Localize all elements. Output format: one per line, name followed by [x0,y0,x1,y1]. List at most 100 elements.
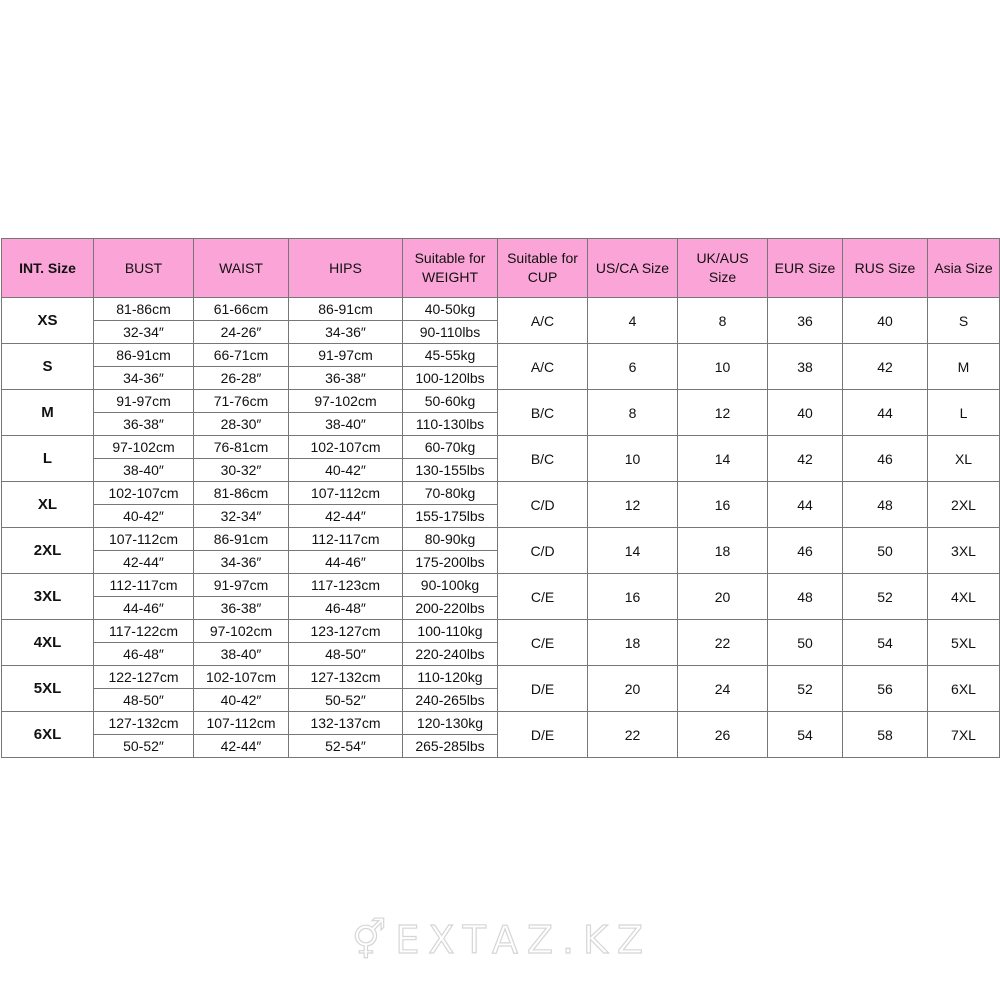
bust-imperial-cell: 32-34″ [93,320,194,344]
table-row: 2XL 107-112cm 86-91cm 112-117cm 80-90kg C/D 14… [1,527,1000,574]
uk-cell: 12 [677,389,768,436]
header-weight: Suitable for WEIGHT [402,238,498,298]
weight-metric-cell: 40-50kg [402,297,498,321]
rus-cell: 40 [842,297,928,344]
weight-metric-cell: 45-55kg [402,343,498,367]
eur-cell: 52 [767,665,843,712]
waist-imperial-cell: 32-34″ [193,504,289,528]
asia-cell: 6XL [927,665,1000,712]
hips-metric-cell: 97-102cm [288,389,403,413]
header-us-ca: US/CA Size [587,238,678,298]
bust-imperial-cell: 50-52″ [93,734,194,758]
header-asia: Asia Size [927,238,1000,298]
table-row: L 97-102cm 76-81cm 102-107cm 60-70kg B/C 10 14 4… [1,435,1000,482]
hips-metric-cell: 102-107cm [288,435,403,459]
watermark-logo: ⚥EXTAZ.KZ [351,917,653,962]
cup-cell: C/E [497,573,588,620]
header-row: INT. Size BUST WAIST HIPS Suitable for WEIGHT… [1,238,1000,298]
us-cell: 20 [587,665,678,712]
bust-imperial-cell: 40-42″ [93,504,194,528]
waist-imperial-cell: 38-40″ [193,642,289,666]
waist-metric-cell: 97-102cm [193,619,289,643]
bust-imperial-cell: 48-50″ [93,688,194,712]
table-row: S 86-91cm 66-71cm 91-97cm 45-55kg A/C 6 10 38 42 M [1,343,1000,390]
eur-cell: 36 [767,297,843,344]
eur-cell: 40 [767,389,843,436]
hips-imperial-cell: 42-44″ [288,504,403,528]
bust-imperial-cell: 36-38″ [93,412,194,436]
cup-cell: C/D [497,527,588,574]
table-row: 4XL 117-122cm 97-102cm 123-127cm 100-110kg C/… [1,619,1000,666]
eur-cell: 46 [767,527,843,574]
table-row-imperial: 34-36″ 26-28″ 36-38″ 100-120lbs [2,366,1000,390]
hips-imperial-cell: 38-40″ [288,412,403,436]
cup-cell: B/C [497,389,588,436]
uk-cell: 26 [677,711,768,758]
us-cell: 14 [587,527,678,574]
hips-metric-cell: 123-127cm [288,619,403,643]
header-cup: Suitable for CUP [497,238,588,298]
int-size-cell: XL [1,481,94,528]
cup-cell: D/E [497,711,588,758]
weight-metric-cell: 70-80kg [402,481,498,505]
rus-cell: 52 [842,573,928,620]
weight-imperial-cell: 110-130lbs [402,412,498,436]
bust-imperial-cell: 38-40″ [93,458,194,482]
waist-metric-cell: 91-97cm [193,573,289,597]
bust-metric-cell: 112-117cm [93,573,194,597]
hips-metric-cell: 112-117cm [288,527,403,551]
rus-cell: 58 [842,711,928,758]
uk-cell: 20 [677,573,768,620]
cup-cell: D/E [497,665,588,712]
hips-metric-cell: 86-91cm [288,297,403,321]
waist-metric-cell: 61-66cm [193,297,289,321]
watermark-text: EXTAZ.KZ [395,917,653,962]
bust-imperial-cell: 46-48″ [93,642,194,666]
header-waist: WAIST [193,238,289,298]
bust-metric-cell: 81-86cm [93,297,194,321]
size-chart-table: INT. Size BUST WAIST HIPS Suitable for WEIGHT… [1,238,1000,758]
weight-imperial-cell: 200-220lbs [402,596,498,620]
waist-imperial-cell: 36-38″ [193,596,289,620]
hips-metric-cell: 117-123cm [288,573,403,597]
weight-imperial-cell: 100-120lbs [402,366,498,390]
eur-cell: 42 [767,435,843,482]
table-row: 3XL 112-117cm 91-97cm 117-123cm 90-100kg C/E 1… [1,573,1000,620]
int-size-cell: XS [1,297,94,344]
hips-metric-cell: 107-112cm [288,481,403,505]
us-cell: 8 [587,389,678,436]
header-hips: HIPS [288,238,403,298]
rus-cell: 48 [842,481,928,528]
us-cell: 18 [587,619,678,666]
uk-cell: 24 [677,665,768,712]
hips-metric-cell: 127-132cm [288,665,403,689]
waist-imperial-cell: 28-30″ [193,412,289,436]
table-row: XS 81-86cm 61-66cm 86-91cm 40-50kg A/C 4 8 36 40 S [1,297,1000,344]
us-cell: 16 [587,573,678,620]
hips-imperial-cell: 34-36″ [288,320,403,344]
us-cell: 6 [587,343,678,390]
header-eur: EUR Size [767,238,843,298]
bust-imperial-cell: 42-44″ [93,550,194,574]
waist-metric-cell: 107-112cm [193,711,289,735]
hips-imperial-cell: 36-38″ [288,366,403,390]
us-cell: 10 [587,435,678,482]
eur-cell: 44 [767,481,843,528]
asia-cell: 2XL [927,481,1000,528]
weight-imperial-cell: 220-240lbs [402,642,498,666]
cup-cell: B/C [497,435,588,482]
asia-cell: 4XL [927,573,1000,620]
waist-imperial-cell: 34-36″ [193,550,289,574]
waist-imperial-cell: 24-26″ [193,320,289,344]
int-size-cell: 2XL [1,527,94,574]
waist-metric-cell: 71-76cm [193,389,289,413]
rus-cell: 54 [842,619,928,666]
waist-metric-cell: 102-107cm [193,665,289,689]
header-uk-aus: UK/AUS Size [677,238,768,298]
table-row-imperial: 32-34″ 24-26″ 34-36″ 90-110lbs [2,320,1000,344]
bust-metric-cell: 102-107cm [93,481,194,505]
cup-cell: C/E [497,619,588,666]
weight-metric-cell: 60-70kg [402,435,498,459]
weight-imperial-cell: 175-200lbs [402,550,498,574]
uk-cell: 8 [677,297,768,344]
